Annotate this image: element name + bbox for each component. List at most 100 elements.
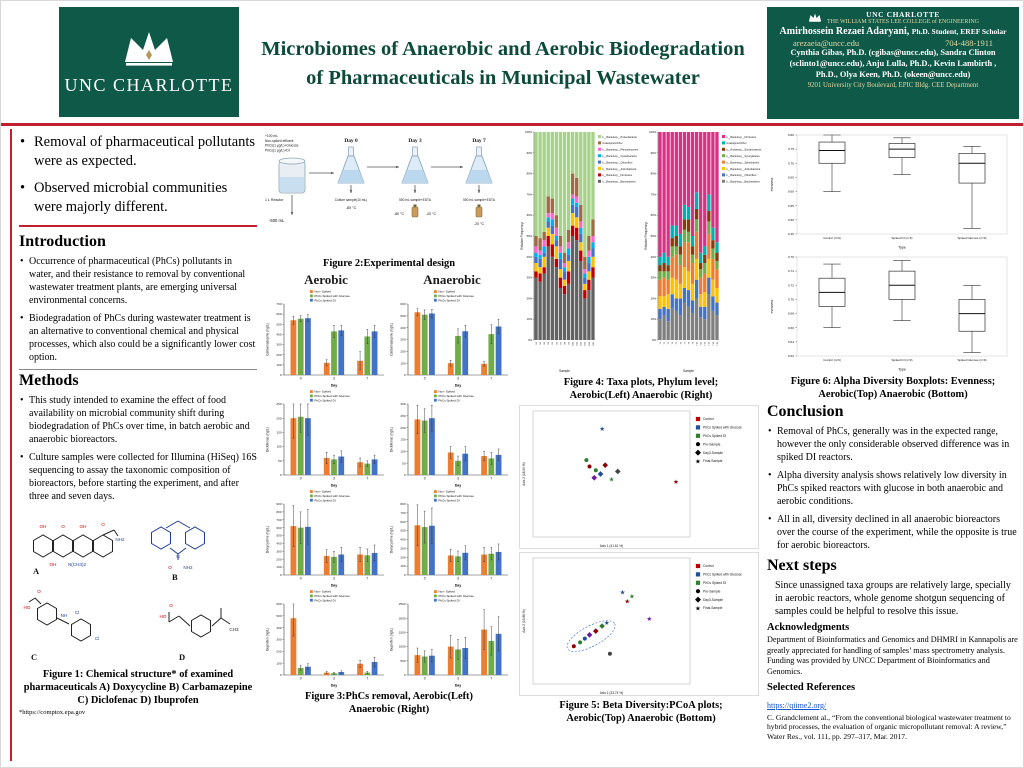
- college-name: THE WILLIAM STATES LEE COLLEGE of ENGINE…: [826, 19, 980, 25]
- svg-text:100: 100: [276, 565, 281, 569]
- svg-text:-20 °C: -20 °C: [426, 212, 437, 216]
- svg-text:0.70: 0.70: [788, 298, 794, 302]
- svg-text:Axis 1 (33.74 %): Axis 1 (33.74 %): [600, 691, 623, 695]
- svg-text:3: 3: [457, 577, 459, 581]
- svg-text:Diclofenac (ng/L): Diclofenac (ng/L): [266, 427, 270, 452]
- svg-text:T12: T12: [705, 341, 707, 346]
- svg-text:Non- Spiked: Non- Spiked: [314, 390, 331, 394]
- poster-title-line1: Microbiomes of Anaerobic and Aerobic Bio…: [261, 38, 745, 60]
- svg-text:20%: 20%: [651, 296, 657, 300]
- figure6-caption: Figure 6: Alpha Diversity Boxplots: Even…: [767, 375, 1019, 401]
- svg-text:40%: 40%: [651, 255, 657, 259]
- red-divider: [19, 225, 257, 228]
- svg-text:S13: S13: [585, 341, 587, 346]
- svg-text:Non- Spiked: Non- Spiked: [314, 590, 331, 594]
- svg-text:Ibuprofen (ng/L): Ibuprofen (ng/L): [390, 628, 394, 651]
- svg-text:3: 3: [457, 477, 459, 481]
- svg-text:300: 300: [276, 638, 281, 642]
- svg-text:0.76: 0.76: [788, 255, 794, 259]
- svg-text:-500 mL: -500 mL: [269, 218, 285, 223]
- qiime2-link[interactable]: https://qiime2.org/: [767, 700, 827, 710]
- highlights-list: Removal of pharmaceutical pollutants wer…: [19, 133, 257, 216]
- svg-text:0.80: 0.80: [788, 133, 794, 137]
- poster-title-line2: of Pharmaceuticals in Municipal Wastewat…: [306, 66, 700, 89]
- svg-text:Spiked DI (n=9): Spiked DI (n=9): [892, 236, 913, 240]
- svg-text:0: 0: [404, 673, 406, 677]
- svg-text:PhCs Spiked with Glucose: PhCs Spiked with Glucose: [314, 394, 350, 398]
- svg-text:0.65: 0.65: [788, 176, 794, 180]
- svg-text:0.66: 0.66: [788, 326, 794, 330]
- svg-text:600: 600: [276, 312, 281, 316]
- figure4-caption-line2: Aerobic(Left) Anaerobic (Right): [569, 390, 713, 401]
- svg-text:O: O: [169, 603, 173, 608]
- svg-text:100: 100: [276, 445, 281, 449]
- svg-text:600: 600: [276, 602, 281, 606]
- svg-text:HO: HO: [24, 605, 31, 610]
- figure3-chart-grid: 0 100 200 300 400 500 600 700 0 3 7 Non- Spiked PhCs…: [263, 288, 515, 688]
- figure5-caption-line1: Figure 5: Beta Diversity:PCoA plots;: [559, 700, 723, 711]
- chart-carbamazepine-anaerobic: 0 100 200 300 400 500 600 0 3 7 Non- Spiked PhCs Sp…: [387, 288, 511, 388]
- svg-text:Unassigned;Other: Unassigned;Other: [726, 142, 746, 145]
- svg-text:0%: 0%: [528, 338, 532, 342]
- svg-text:OH: OH: [50, 562, 57, 567]
- svg-text:Sample: Sample: [559, 369, 570, 373]
- svg-text:0.75: 0.75: [788, 147, 794, 151]
- svg-text:0: 0: [300, 477, 302, 481]
- figure2-experimental-design: +100 mL Non-spiked effluent PhCs(1 μg/L)+G…: [263, 129, 515, 255]
- college-affiliation: UNC CHARLOTTE THE WILLIAM STATES LEE COL…: [771, 10, 1015, 25]
- crown-icon: [125, 32, 173, 66]
- svg-text:7: 7: [490, 477, 492, 481]
- svg-text:Non- Spiked: Non- Spiked: [438, 590, 455, 594]
- svg-text:PhCs Spiked DI: PhCs Spiked DI: [314, 598, 335, 602]
- svg-text:700: 700: [276, 518, 281, 522]
- svg-text:★: ★: [604, 620, 610, 627]
- coauthors-line3: Ph.D., Olya Keen, Ph.D. (okeen@uncc.edu): [815, 69, 971, 79]
- svg-text:80%: 80%: [527, 172, 533, 176]
- svg-text:PhCs Spiked with Glucose: PhCs Spiked with Glucose: [703, 426, 742, 430]
- svg-text:S1: S1: [536, 341, 538, 344]
- svg-text:T5: T5: [676, 341, 678, 344]
- lead-author-name: Amirhossein Rezaei Adaryani,: [779, 26, 910, 37]
- svg-text:PhCs Spiked DI: PhCs Spiked DI: [314, 398, 335, 402]
- svg-text:Final-Sample: Final-Sample: [703, 459, 723, 463]
- methods-heading: Methods: [19, 372, 79, 390]
- svg-text:Control (n=9): Control (n=9): [823, 236, 841, 240]
- svg-text:Pre-Sample: Pre-Sample: [703, 589, 721, 593]
- svg-text:evenness: evenness: [770, 299, 774, 313]
- svg-text:T13: T13: [709, 341, 711, 346]
- boxplot-aerobic: 0.45 0.50 0.55 0.60 0.65 0.70 0.75 0.80 Control …: [767, 129, 1017, 251]
- svg-text:S15: S15: [593, 341, 595, 346]
- figure3-column-titles: Aerobic Anaerobic: [263, 272, 515, 288]
- chart-doxycycline-aerobic: 0 100 200 300 400 500 600 700 800 900 0 3 7 Non- Spik…: [263, 488, 387, 588]
- svg-text:700: 700: [400, 511, 405, 515]
- svg-text:7: 7: [490, 377, 492, 381]
- svg-text:T14: T14: [713, 341, 715, 346]
- svg-text:30%: 30%: [527, 276, 533, 280]
- svg-text:500: 500: [400, 659, 405, 663]
- svg-text:Non- Spiked: Non- Spiked: [438, 290, 455, 294]
- svg-text:Day: Day: [331, 483, 338, 487]
- svg-text:0.74: 0.74: [788, 269, 794, 273]
- svg-text:Control (n=9): Control (n=9): [823, 358, 841, 362]
- svg-text:100: 100: [400, 449, 405, 453]
- svg-text:500: 500: [400, 529, 405, 533]
- svg-text:D: D: [179, 652, 185, 662]
- svg-text:PhCs Spiked DI: PhCs Spiked DI: [314, 298, 335, 302]
- svg-text:Diclofenac (ng/L): Diclofenac (ng/L): [390, 427, 394, 452]
- svg-text:400: 400: [400, 538, 405, 542]
- svg-text:0.50: 0.50: [788, 218, 794, 222]
- svg-text:0: 0: [424, 577, 426, 581]
- svg-text:2500: 2500: [399, 602, 406, 606]
- svg-text:50%: 50%: [527, 234, 533, 238]
- svg-text:PhCs Spiked DI: PhCs Spiked DI: [438, 298, 459, 302]
- unc-charlotte-logo: UNC CHARLOTTE: [59, 7, 239, 117]
- svg-text:PhCs(1 μg/L)+Glucose: PhCs(1 μg/L)+Glucose: [265, 144, 299, 148]
- svg-text:30%: 30%: [651, 276, 657, 280]
- svg-text:T2: T2: [664, 341, 666, 344]
- svg-text:70%: 70%: [527, 192, 533, 196]
- svg-text:60%: 60%: [527, 213, 533, 217]
- svg-text:evenness: evenness: [770, 177, 774, 191]
- svg-text:O: O: [168, 565, 172, 570]
- figure3-caption-line2: Anaerobic (Right): [348, 704, 430, 715]
- svg-text:Spiked DI (n=9): Spiked DI (n=9): [892, 358, 913, 362]
